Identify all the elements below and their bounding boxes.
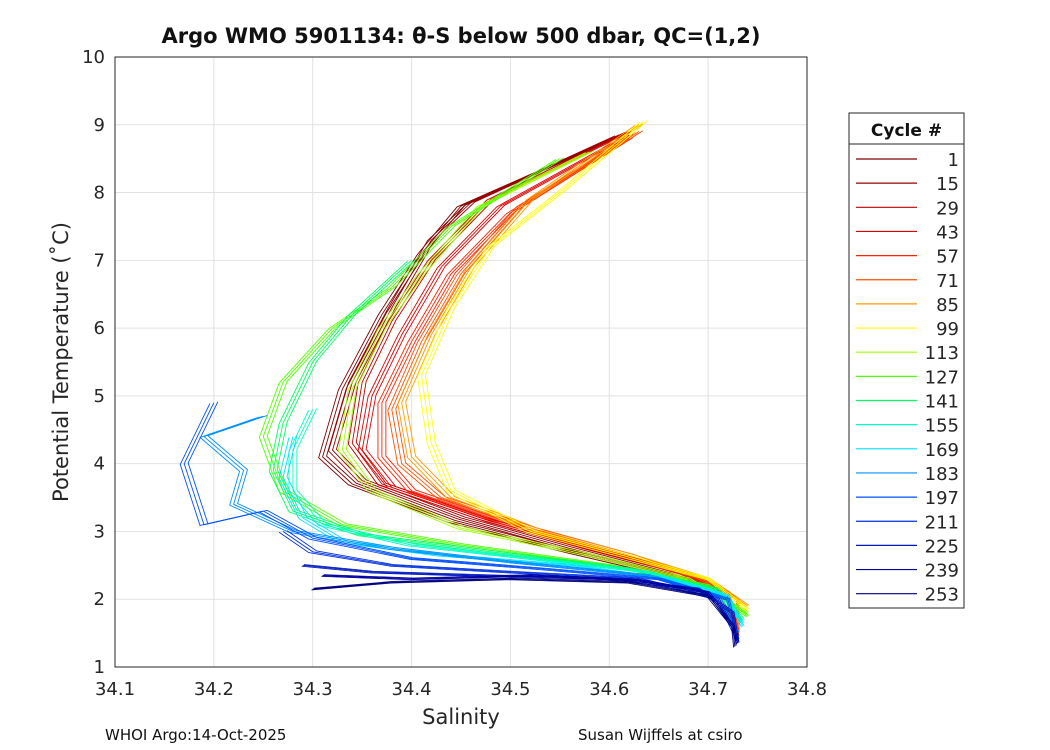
series-line-57 xyxy=(381,137,739,634)
series-line-71 xyxy=(391,131,739,634)
plot-frame xyxy=(114,56,808,668)
footer-credit: Susan Wijffels at csiro xyxy=(578,726,743,744)
series-line-71 xyxy=(395,130,740,633)
series-line-253 xyxy=(313,577,737,646)
legend-label-57: 57 xyxy=(936,247,959,268)
legend-label-253: 253 xyxy=(925,585,959,606)
legend-title: Cycle # xyxy=(871,121,942,141)
series-line-57 xyxy=(385,137,740,633)
y-axis-label: Potential Temperature (˚C) xyxy=(49,222,73,502)
series-line-113 xyxy=(337,152,747,614)
x-tick-label: 34.8 xyxy=(787,679,827,700)
legend-label-85: 85 xyxy=(936,295,959,316)
x-tick-label: 34.5 xyxy=(490,679,530,700)
y-tick-label: 4 xyxy=(94,454,105,475)
series-line-113 xyxy=(341,151,748,614)
legend-box xyxy=(848,112,965,609)
legend-label-155: 155 xyxy=(925,416,959,437)
legend-label-197: 197 xyxy=(925,488,959,509)
legend-label-141: 141 xyxy=(925,392,959,413)
series-line-211 xyxy=(282,531,739,641)
legend-label-239: 239 xyxy=(925,561,959,582)
series-line-113 xyxy=(345,150,750,613)
series-line-183 xyxy=(207,414,740,633)
legend-label-225: 225 xyxy=(925,536,959,557)
x-tick-label: 34.7 xyxy=(688,679,728,700)
legend-label-211: 211 xyxy=(925,512,959,533)
y-tick-label: 6 xyxy=(94,318,105,339)
legend-label-71: 71 xyxy=(936,271,959,292)
x-tick-label: 34.6 xyxy=(589,679,629,700)
legend-label-1: 1 xyxy=(948,150,959,171)
legend-label-127: 127 xyxy=(925,367,959,388)
series-line-71 xyxy=(387,131,738,634)
chart-title: Argo WMO 5901134: θ-S below 500 dbar, QC… xyxy=(161,24,761,48)
x-axis-label: Salinity xyxy=(422,705,500,729)
plot-area xyxy=(115,57,807,667)
footer-source: WHOI Argo:14-Oct-2025 xyxy=(105,726,287,744)
series-line-99 xyxy=(424,120,750,609)
y-tick-label: 3 xyxy=(94,521,105,542)
x-tick-label: 34.1 xyxy=(95,679,135,700)
series-line-155 xyxy=(296,408,745,623)
series-line-99 xyxy=(417,121,747,611)
series-line-29 xyxy=(347,131,738,635)
y-tick-label: 2 xyxy=(94,589,105,610)
legend-label-99: 99 xyxy=(936,319,959,340)
series-line-211 xyxy=(286,530,740,640)
series-line-141 xyxy=(272,260,744,620)
legend-label-169: 169 xyxy=(925,440,959,461)
y-tick-label: 7 xyxy=(94,250,105,271)
series-line-99 xyxy=(420,121,748,610)
y-tick-label: 8 xyxy=(94,183,105,204)
legend-label-29: 29 xyxy=(936,198,959,219)
y-tick-label: 10 xyxy=(82,47,105,68)
x-tick-label: 34.3 xyxy=(293,679,333,700)
y-tick-label: 9 xyxy=(94,115,105,136)
legend-label-15: 15 xyxy=(936,174,959,195)
y-tick-label: 5 xyxy=(94,386,105,407)
series-line-183 xyxy=(203,415,739,634)
x-tick-label: 34.4 xyxy=(392,679,432,700)
x-tick-label: 34.2 xyxy=(194,679,234,700)
series-line-253 xyxy=(311,579,735,648)
y-tick-label: 1 xyxy=(94,657,105,678)
legend-label-43: 43 xyxy=(936,222,959,243)
legend-label-113: 113 xyxy=(925,343,959,364)
series-line-141 xyxy=(276,259,745,620)
series-line-253 xyxy=(312,578,736,647)
series-line-57 xyxy=(377,138,738,635)
legend-label-183: 183 xyxy=(925,464,959,485)
